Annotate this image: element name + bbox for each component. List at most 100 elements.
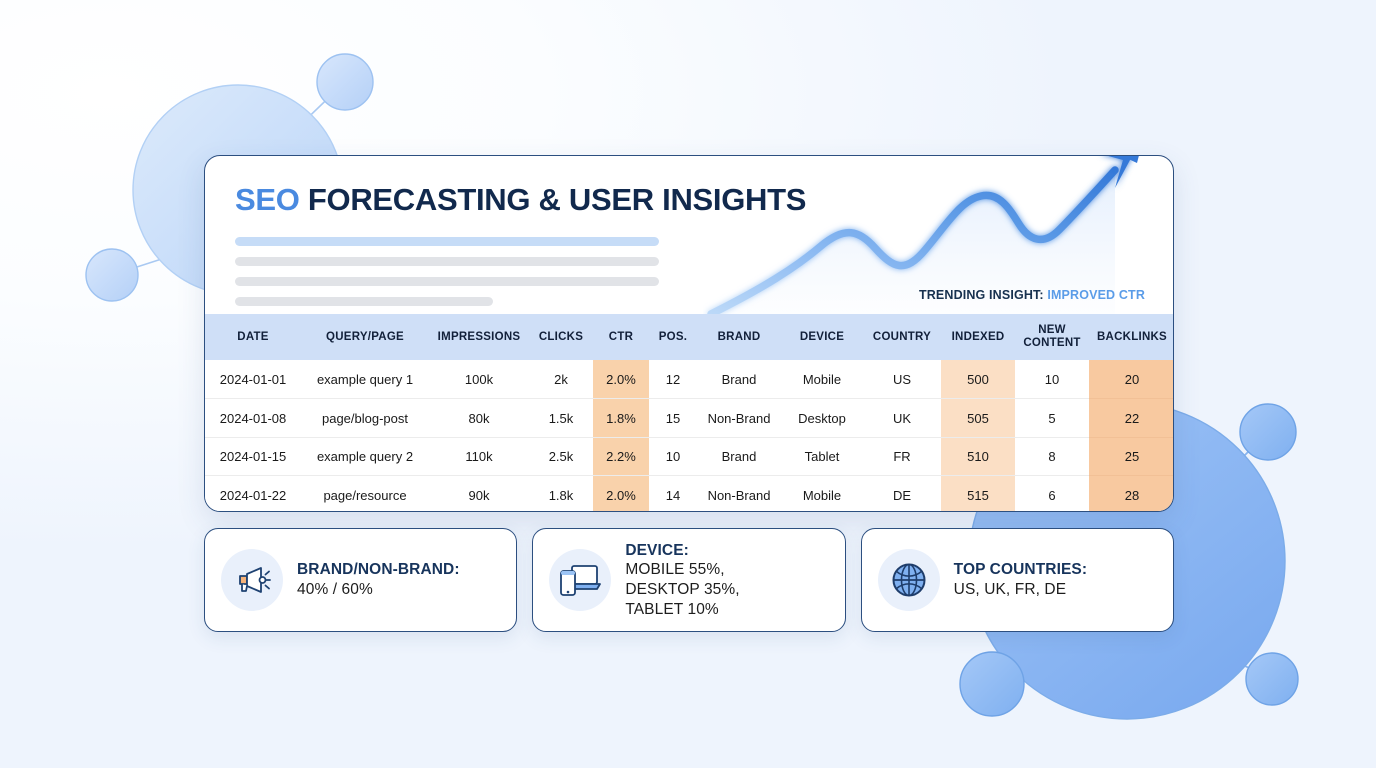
column-header-brand[interactable]: BRAND <box>697 314 781 361</box>
cell-pos: 14 <box>649 475 697 511</box>
cell-impressions: 100k <box>429 360 529 400</box>
cell-indexed: 510 <box>941 437 1015 477</box>
cell-country: UK <box>863 398 941 438</box>
placeholder-text-lines <box>235 237 1143 306</box>
column-header-device[interactable]: DEVICE <box>781 314 863 361</box>
cell-pos: 15 <box>649 398 697 438</box>
trending-insight-label: TRENDING INSIGHT: <box>918 288 1044 302</box>
cell-indexed: 505 <box>941 398 1015 438</box>
devices-icon <box>549 549 612 611</box>
table-body: 2024-01-01 example query 1 100k 2k 2.0% 12 Bra… <box>205 360 1173 511</box>
column-header-ctr[interactable]: CTR <box>593 314 649 361</box>
cell-brand: Non-Brand <box>697 475 781 511</box>
page-title-accent: SEO <box>235 182 300 217</box>
cell-new-content: 5 <box>1015 398 1089 438</box>
table-row[interactable]: 2024-01-15 example query 2 110k 2.5k 2.2% 10 B… <box>205 437 1173 477</box>
card-brand-nonbrand[interactable]: BRAND/NON-BRAND: 40% / 60% <box>204 528 518 632</box>
cell-indexed: 515 <box>941 475 1015 511</box>
skeleton-line-2 <box>235 257 659 266</box>
table-header: DATE QUERY/PAGE IMPRESSIONS CLICKS CTR P… <box>205 314 1173 361</box>
cell-backlinks: 20 <box>1089 360 1173 400</box>
cell-date: 2024-01-15 <box>205 437 301 477</box>
cell-query: page/resource <box>301 475 429 511</box>
card-countries-value: US, UK, FR, DE <box>953 581 1067 598</box>
column-header-query[interactable]: QUERY/PAGE <box>301 314 429 361</box>
cell-ctr: 2.0% <box>593 360 649 400</box>
cell-new-content: 10 <box>1015 360 1089 400</box>
card-device-title: DEVICE: <box>625 541 689 559</box>
card-device-line2: DESKTOP 35%, <box>625 581 740 598</box>
column-header-indexed[interactable]: INDEXED <box>941 314 1015 361</box>
skeleton-line-3 <box>235 277 659 286</box>
column-header-new-content[interactable]: NEW CONTENT <box>1015 314 1089 361</box>
table-row[interactable]: 2024-01-08 page/blog-post 80k 1.5k 1.8% 15 Non… <box>205 398 1173 438</box>
column-header-impressions[interactable]: IMPRESSIONS <box>429 314 529 361</box>
card-countries-text: TOP COUNTRIES: US, UK, FR, DE <box>954 560 1087 599</box>
page-title-rest: FORECASTING & USER INSIGHTS <box>299 182 807 217</box>
cell-date: 2024-01-08 <box>205 398 301 438</box>
cell-ctr: 2.2% <box>593 437 649 477</box>
card-device-text: DEVICE: MOBILE 55%, DESKTOP 35%, TABLET … <box>625 541 739 620</box>
card-countries-title: TOP COUNTRIES: <box>953 561 1088 579</box>
trending-insight-value: IMPROVED CTR <box>1047 288 1145 302</box>
cell-impressions: 110k <box>429 437 529 477</box>
cell-backlinks: 25 <box>1089 437 1173 477</box>
cell-indexed: 500 <box>941 360 1015 400</box>
cell-device: Mobile <box>781 475 863 511</box>
cell-clicks: 1.8k <box>529 475 593 511</box>
cell-device: Mobile <box>781 360 863 400</box>
cell-device: Tablet <box>781 437 863 477</box>
column-header-position[interactable]: POS. <box>649 314 697 361</box>
cell-pos: 12 <box>649 360 697 400</box>
cell-device: Desktop <box>781 398 863 438</box>
trending-insight-caption: TRENDING INSIGHT: IMPROVED CTR <box>919 288 1145 302</box>
cell-backlinks: 22 <box>1089 398 1173 438</box>
column-header-backlinks[interactable]: BACKLINKS <box>1089 314 1173 361</box>
cell-clicks: 1.5k <box>529 398 593 438</box>
dashboard-panel: SEO FORECASTING & USER INSIGHTS TRENDING… <box>204 155 1174 512</box>
cell-pos: 10 <box>649 437 697 477</box>
cell-clicks: 2k <box>529 360 593 400</box>
globe-icon <box>877 549 940 611</box>
panel-header: SEO FORECASTING & USER INSIGHTS TRENDING… <box>205 156 1173 314</box>
summary-cards: BRAND/NON-BRAND: 40% / 60% DEVICE: MOBIL… <box>204 528 1174 632</box>
card-device-line3: TABLET 10% <box>625 600 719 618</box>
cell-brand: Non-Brand <box>697 398 781 438</box>
cell-date: 2024-01-22 <box>205 475 301 511</box>
cell-country: FR <box>863 437 941 477</box>
table-row[interactable]: 2024-01-22 page/resource 90k 1.8k 2.0% 14 Non-… <box>205 475 1173 511</box>
card-brand-text: BRAND/NON-BRAND: 40% / 60% <box>297 560 460 599</box>
cell-impressions: 80k <box>429 398 529 438</box>
card-brand-title: BRAND/NON-BRAND: <box>297 561 460 579</box>
column-header-clicks[interactable]: CLICKS <box>529 314 593 361</box>
cell-backlinks: 28 <box>1089 475 1173 511</box>
page-title: SEO FORECASTING & USER INSIGHTS <box>235 184 1143 215</box>
card-top-countries[interactable]: TOP COUNTRIES: US, UK, FR, DE <box>860 528 1174 632</box>
cell-brand: Brand <box>697 360 781 400</box>
cell-impressions: 90k <box>429 475 529 511</box>
cell-new-content: 8 <box>1015 437 1089 477</box>
megaphone-icon <box>221 549 283 611</box>
cell-date: 2024-01-01 <box>205 360 301 400</box>
skeleton-line-4 <box>235 297 493 306</box>
cell-ctr: 1.8% <box>593 398 649 438</box>
cell-query: page/blog-post <box>301 398 429 438</box>
card-device[interactable]: DEVICE: MOBILE 55%, DESKTOP 35%, TABLET … <box>532 528 846 632</box>
table-header-row: DATE QUERY/PAGE IMPRESSIONS CLICKS CTR P… <box>205 314 1173 361</box>
skeleton-line-1 <box>235 237 659 246</box>
table-row[interactable]: 2024-01-01 example query 1 100k 2k 2.0% 12 Bra… <box>205 360 1173 400</box>
cell-query: example query 1 <box>301 360 429 400</box>
card-device-line1: MOBILE 55%, <box>625 561 725 579</box>
cell-country: US <box>863 360 941 400</box>
cell-ctr: 2.0% <box>593 475 649 511</box>
column-header-country[interactable]: COUNTRY <box>863 314 941 361</box>
cell-query: example query 2 <box>301 437 429 477</box>
cell-clicks: 2.5k <box>529 437 593 477</box>
card-brand-value: 40% / 60% <box>297 581 373 598</box>
cell-brand: Brand <box>697 437 781 477</box>
column-header-date[interactable]: DATE <box>205 314 301 361</box>
metrics-table[interactable]: DATE QUERY/PAGE IMPRESSIONS CLICKS CTR P… <box>205 314 1173 511</box>
cell-new-content: 6 <box>1015 475 1089 511</box>
cell-country: DE <box>863 475 941 511</box>
